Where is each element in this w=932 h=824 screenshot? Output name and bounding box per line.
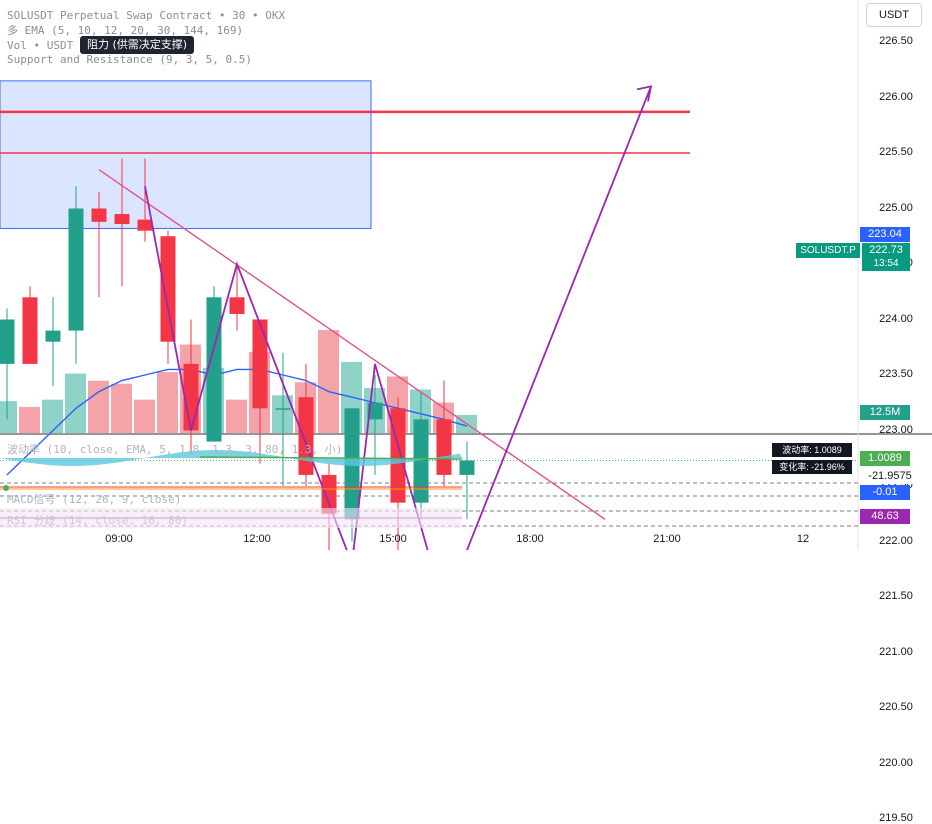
- trendline: [98, 169, 606, 520]
- candle: [275, 352, 291, 486]
- y-tick-label: 219.50: [879, 812, 913, 824]
- candle-body: [252, 319, 268, 409]
- y-tick-label: 225.00: [879, 201, 913, 214]
- volume-bar: [0, 401, 17, 433]
- candle: [22, 286, 38, 364]
- candle: [436, 380, 452, 486]
- current-price-tag: 222.73 13:54: [862, 243, 910, 271]
- candle: [68, 186, 84, 364]
- supply-zone: [0, 80, 372, 229]
- volume-bar: [318, 330, 339, 433]
- legend-sr: Support and Resistance (9, 3, 5, 0.5): [7, 53, 253, 66]
- candle: [0, 308, 15, 420]
- candle-body: [321, 474, 337, 514]
- volume-bar: [65, 373, 86, 433]
- candle: [229, 264, 245, 331]
- macd-label: MACD信号 (12, 26, 9, close): [7, 493, 182, 506]
- candle-body: [68, 208, 84, 331]
- candle-body: [390, 408, 406, 503]
- price-chart[interactable]: [0, 0, 932, 550]
- candle: [45, 297, 61, 387]
- y-tick-label: 221.50: [879, 590, 913, 602]
- volume-tag: 12.5M: [860, 405, 910, 420]
- rsi-label: RSI 分歧 (14, close, 16, 80): [7, 514, 188, 527]
- change-rate-tag: -21.9575: [860, 469, 920, 484]
- candle: [160, 230, 176, 364]
- candle-body: [229, 297, 245, 314]
- volatility-tag: 1.0089: [860, 451, 910, 466]
- y-tick-label: 223.00: [879, 423, 913, 436]
- y-tick-label: 220.00: [879, 756, 913, 769]
- volatility-box: 波动率: 1.0089: [772, 443, 852, 457]
- change-rate-box: 变化率: -21.96%: [772, 460, 852, 474]
- y-tick-label: 225.50: [879, 146, 913, 158]
- candle: [252, 319, 268, 464]
- indicator-label: 波动率 (10, close, EMA, 5, 1.8, 1.3, 3, 80,…: [7, 443, 343, 456]
- symbol-tag: SOLUSDT.P: [796, 243, 860, 258]
- y-tick-label: 220.50: [879, 701, 913, 713]
- candle-body: [275, 408, 291, 410]
- countdown: 13:54: [873, 258, 899, 269]
- y-tick-label: 221.00: [879, 645, 913, 658]
- candle-body: [413, 419, 429, 503]
- candle: [137, 158, 153, 242]
- projection-arrowhead: [636, 85, 653, 102]
- volume-bar: [134, 399, 155, 433]
- x-tick-label: 21:00: [653, 533, 681, 545]
- y-tick-label: 226.00: [879, 90, 913, 103]
- candle-body: [0, 319, 15, 364]
- legend-vol: Vol • USDT: [7, 39, 74, 52]
- x-tick-label: 09:00: [105, 533, 133, 545]
- rsi-band: [0, 508, 462, 528]
- x-tick-label: 18:00: [516, 533, 544, 545]
- candle: [298, 363, 314, 486]
- y-tick-label: 223.50: [879, 368, 913, 380]
- volume-bar: [226, 399, 247, 433]
- projection-path: [144, 86, 652, 550]
- volatility-line: [199, 456, 463, 460]
- ema-tag: 223.04: [860, 227, 910, 242]
- candle-body: [91, 208, 107, 222]
- x-tick-label: 12:00: [243, 533, 271, 545]
- y-tick-label: 222.00: [879, 534, 913, 547]
- candle-body: [459, 460, 475, 475]
- volume-bar: [88, 380, 109, 433]
- volume-bar: [42, 399, 63, 433]
- candle-body: [367, 402, 383, 420]
- candle-body: [160, 236, 176, 342]
- y-tick-label: 226.50: [879, 35, 913, 47]
- candle-body: [45, 330, 61, 342]
- ema-line: [6, 368, 468, 476]
- candle: [114, 158, 130, 287]
- candle-body: [436, 419, 452, 475]
- currency-selector[interactable]: USDT: [866, 3, 922, 27]
- rsi-tag: 48.63: [860, 509, 910, 524]
- candle: [321, 463, 337, 550]
- candle: [413, 391, 429, 520]
- volume-bar: [111, 383, 132, 433]
- volatility-wave: [0, 450, 462, 466]
- candle-body: [183, 363, 199, 431]
- zone-tooltip: 阻力 (供需决定支撑): [80, 36, 195, 54]
- volume-bar: [19, 406, 40, 433]
- candle-body: [298, 397, 314, 475]
- macd-tag: -0.01: [860, 485, 910, 500]
- candle: [459, 441, 475, 520]
- legend-ema: 多 EMA (5, 10, 12, 20, 30, 144, 169): [7, 24, 244, 37]
- macd-dot: [3, 485, 9, 491]
- y-tick-label: 224.00: [879, 312, 913, 325]
- x-tick-label: 15:00: [379, 533, 407, 545]
- legend-title: SOLUSDT Perpetual Swap Contract • 30 • O…: [7, 9, 286, 22]
- current-price: 222.73: [869, 244, 903, 256]
- candle-body: [114, 214, 130, 225]
- candle-body: [22, 297, 38, 364]
- volume-bar: [157, 372, 178, 433]
- candle: [91, 191, 107, 298]
- x-tick-label: 12: [796, 533, 810, 545]
- candle-body: [137, 219, 153, 231]
